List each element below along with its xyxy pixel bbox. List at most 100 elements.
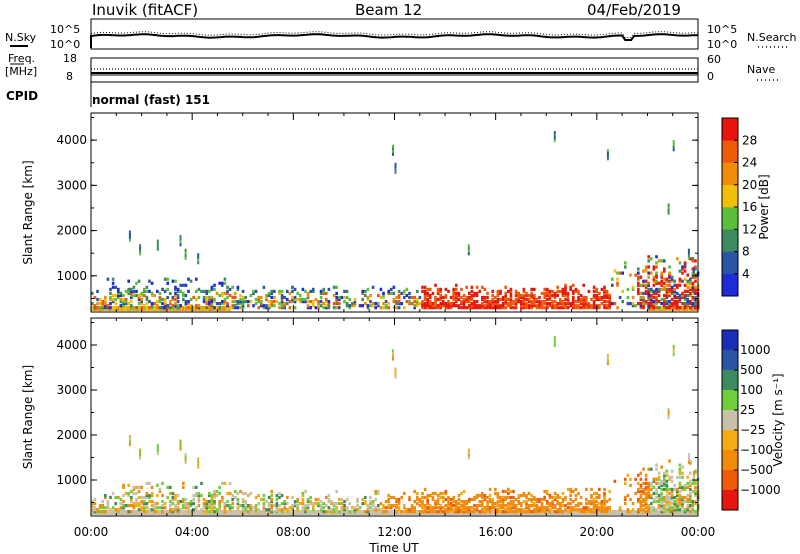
power-cell [572,300,575,304]
velocity-cell [197,500,201,504]
power-cell [436,306,440,310]
power-cell [400,291,403,295]
power-cell [566,300,570,304]
velocity-cell [213,493,216,498]
power-cell [254,289,258,293]
velocity-cell [275,508,279,512]
power-cell [288,306,292,310]
power-cell [247,304,250,308]
velocity-cell [241,506,245,510]
x-tick-label: 12:00 [377,525,412,539]
power-cell [624,261,627,265]
velocity-cell [449,497,453,502]
power-cell [130,293,133,298]
power-cell [509,287,513,291]
power-cell [663,304,666,308]
power-cell [138,306,140,311]
power-cell [174,285,177,289]
velocity-cell [179,500,182,504]
velocity-cell [139,510,141,515]
velocity-cell [135,502,138,506]
velocity-cell [655,491,658,496]
velocity-cell [652,510,656,514]
power-cell [605,306,609,310]
velocity-cell [687,458,690,462]
power-cell [426,297,429,302]
velocity-cell [631,508,635,512]
velocity-cell [382,506,385,510]
power-cell [241,304,245,308]
velocity-cell [577,508,580,512]
power-cell [278,289,281,293]
velocity-cell [182,506,185,510]
velocity-cell [647,508,650,512]
velocity-cell [330,510,333,514]
velocity-cell [559,506,562,510]
velocity-cell [130,495,133,500]
power-cell [319,304,323,308]
velocity-cell [304,508,307,512]
velocity-cell [598,508,601,512]
power-cell [517,300,520,304]
power-cell [130,304,133,308]
velocity-cell [273,504,276,508]
power-cell [120,306,122,311]
velocity-cell [620,510,622,515]
power-cell [429,295,432,300]
power-cell [522,289,526,293]
velocity-cell [447,497,450,502]
velocity-cell [426,510,429,514]
velocity-cell [681,485,684,489]
velocity-cell [551,500,554,504]
power-cell [252,289,255,293]
velocity-cell [673,508,676,512]
velocity-cell [101,504,104,508]
velocity-cell [327,506,331,510]
power-cell [267,291,271,295]
velocity-cell [496,493,500,498]
velocity-cell [525,506,528,510]
velocity-cell [236,491,240,496]
velocity-cell [470,497,474,502]
velocity-cell [421,500,424,504]
power-cell [598,291,601,295]
velocity-cell [540,506,544,510]
power-cell [689,291,692,295]
velocity-cell [140,506,143,510]
power-cell [668,291,671,295]
power-cell [606,149,609,153]
velocity-cell [366,504,370,508]
velocity-cell [553,497,557,502]
velocity-cell [668,475,671,479]
power-cell [265,293,268,298]
velocity-cell [564,495,567,500]
velocity-cell [345,508,349,512]
velocity-cell [184,506,188,510]
power-cell [590,306,593,310]
velocity-cell [192,485,195,489]
velocity-cell [499,504,502,508]
velocity-cell [533,510,536,514]
velocity-cell [184,461,187,465]
velocity-cell [122,504,125,508]
power-cell [283,304,286,308]
velocity-cell [477,510,479,515]
velocity-cell [462,489,466,494]
velocity-cell [629,497,632,502]
velocity-cell [592,506,596,510]
power-cell [553,133,556,137]
velocity-cell [644,481,648,485]
velocity-cell [429,504,432,508]
power-cell [439,302,442,306]
power-cell [119,304,123,308]
velocity-cell [655,510,658,514]
power-cell [169,306,172,310]
power-cell [176,287,180,291]
velocity-cell [210,500,214,504]
velocity-cell [208,500,211,504]
velocity-cell [356,508,359,512]
power-cell [514,300,518,304]
power-cell [520,293,523,298]
power-cell [452,297,455,302]
power-cell [668,302,671,306]
